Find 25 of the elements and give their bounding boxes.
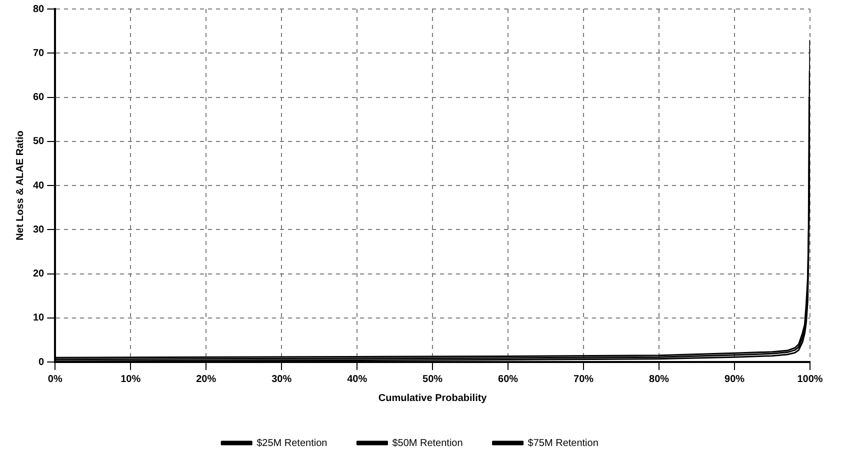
y-tick-label: 50 — [33, 136, 45, 148]
legend-label: $75M Retention — [528, 438, 598, 449]
x-tick-label: 50% — [422, 374, 443, 385]
y-tick-label: 40 — [33, 180, 45, 192]
x-tick-label: 70% — [574, 374, 594, 385]
y-tick-label: 20 — [33, 268, 45, 280]
x-tick-label: 30% — [272, 374, 292, 385]
x-tick-label: 80% — [649, 374, 670, 385]
x-tick-label: 60% — [498, 374, 518, 385]
x-tick-label: 10% — [120, 374, 141, 385]
y-tick-label: 60 — [33, 92, 45, 103]
x-tick-label: 0% — [48, 374, 62, 385]
x-tick-label: 40% — [347, 374, 368, 385]
y-tick-label: 10 — [33, 312, 45, 324]
x-tick-label: 100% — [797, 374, 823, 385]
y-tick-label: 30 — [33, 224, 45, 236]
legend-label: $25M Retention — [256, 438, 328, 449]
legend-label: $50M Retention — [392, 438, 463, 449]
y-axis-title: Net Loss & ALAE Ratio — [14, 130, 26, 240]
y-tick-label: 0 — [38, 356, 45, 368]
y-tick-label: 70 — [33, 48, 45, 59]
x-tick-label: 90% — [724, 374, 745, 385]
x-axis-title: Cumulative Probability — [378, 392, 488, 404]
x-tick-label: 20% — [196, 374, 216, 385]
y-tick-label: 80 — [33, 4, 45, 15]
